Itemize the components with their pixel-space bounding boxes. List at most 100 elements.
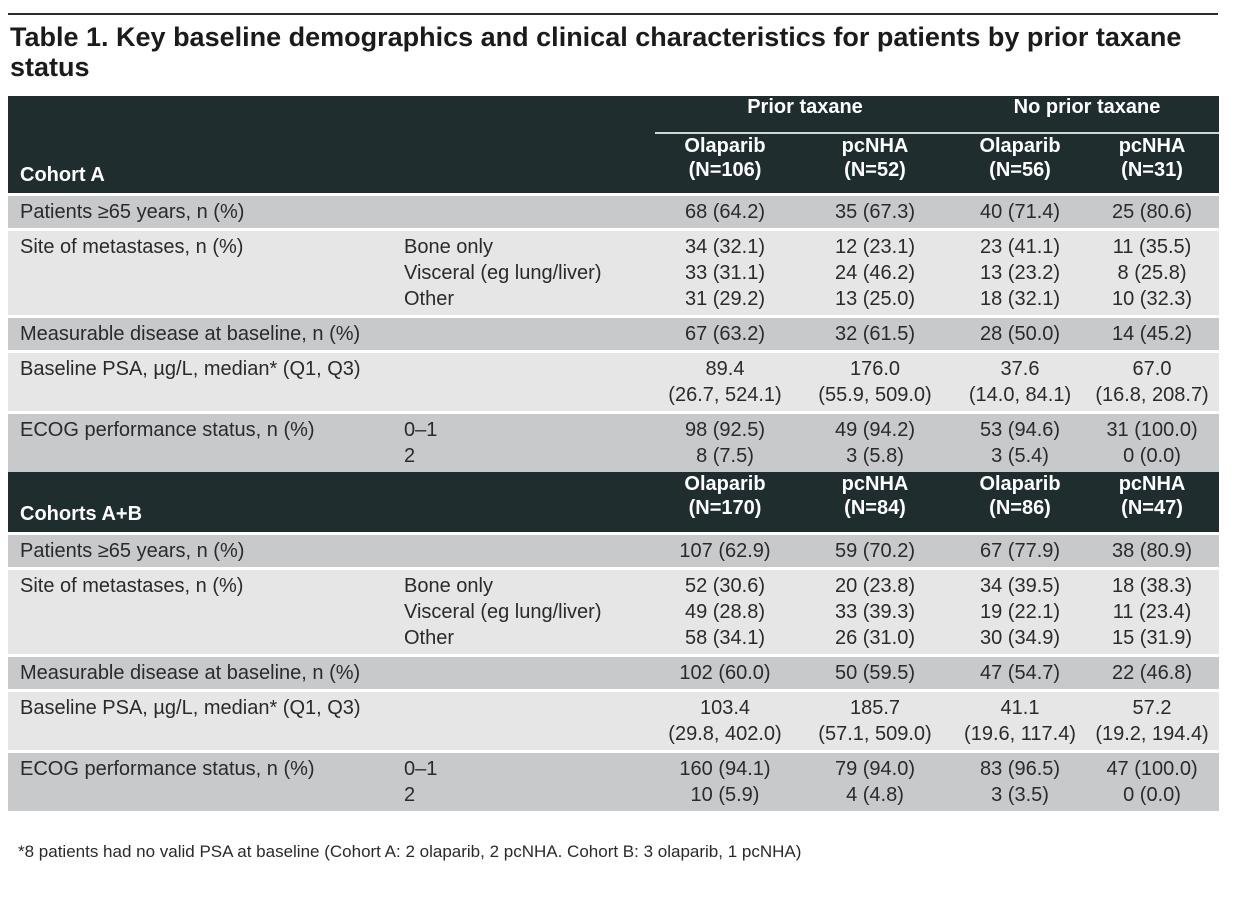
baseline-table: Prior taxane No prior taxane Cohort A Olapa… xyxy=(8,96,1220,811)
value-cell: 40 (71.4) xyxy=(955,193,1086,230)
row-sublabel: 0–1 xyxy=(404,758,438,780)
value-line: 58 (34.1) xyxy=(684,627,766,649)
value-cell: 18 (38.3) 11 (23.4) 15 (31.9) xyxy=(1085,567,1220,656)
top-rule xyxy=(8,13,1218,15)
value-cell: 67 (63.2) xyxy=(655,315,795,352)
value-line: 3 (5.8) xyxy=(846,445,904,467)
value-line: 40 (71.4) xyxy=(979,201,1061,223)
column-header-line: (N=31) xyxy=(1121,159,1183,181)
row-label: Patients ≥65 years, n (%) xyxy=(8,532,401,569)
row-label: Baseline PSA, µg/L, median* (Q1, Q3) xyxy=(8,350,401,413)
row-sublabel xyxy=(404,660,655,686)
value-cell: 49 (94.2) 3 (5.8) xyxy=(795,411,956,472)
value-cell: 67 (77.9) xyxy=(955,532,1086,569)
value-line: 34 (32.1) xyxy=(684,236,766,258)
value-cell: 37.6 (14.0, 84.1) xyxy=(955,350,1086,413)
value-cell: 25 (80.6) xyxy=(1085,193,1220,230)
value-cell: 22 (46.8) xyxy=(1085,654,1220,691)
value-line: 4 (4.8) xyxy=(846,784,904,806)
value-line: 67 (63.2) xyxy=(684,323,766,345)
value-cell: 50 (59.5) xyxy=(795,654,956,691)
column-header-line: pcNHA xyxy=(841,135,909,157)
value-cell: 31 (100.0) 0 (0.0) xyxy=(1085,411,1220,472)
value-line: (19.6, 117.4) xyxy=(964,723,1076,745)
value-line: 0 (0.0) xyxy=(1123,445,1181,467)
row-sublabel xyxy=(404,356,655,382)
value-line: 11 (35.5) xyxy=(1112,236,1192,258)
row-sublabels: 0–1 2 xyxy=(401,750,655,811)
value-cell: 57.2 (19.2, 194.4) xyxy=(1085,689,1220,752)
value-line: 47 (54.7) xyxy=(979,662,1061,684)
value-line: 0 (0.0) xyxy=(1123,784,1181,806)
column-header-line: pcNHA xyxy=(1118,135,1186,157)
value-line: 67 (77.9) xyxy=(979,540,1061,562)
column-header-line: Olaparib xyxy=(979,473,1061,495)
value-line: 8 (7.5) xyxy=(696,445,754,467)
value-line: 31 (100.0) xyxy=(1106,419,1198,441)
value-line: 53 (94.6) xyxy=(979,419,1061,441)
value-line: 59 (70.2) xyxy=(834,540,916,562)
value-line: 41.1 xyxy=(1000,697,1040,719)
row-label: Site of metastases, n (%) xyxy=(8,228,401,317)
value-line: (26.7, 524.1) xyxy=(668,384,782,406)
row-sublabels xyxy=(401,315,655,352)
row-sublabels xyxy=(401,532,655,569)
value-line: 30 (34.9) xyxy=(979,627,1061,649)
row-sublabels xyxy=(401,193,655,230)
value-line: 89.4 xyxy=(705,358,745,380)
value-cell: 185.7 (57.1, 509.0) xyxy=(795,689,956,752)
value-line: 15 (31.9) xyxy=(1111,627,1193,649)
value-line: 160 (94.1) xyxy=(679,758,771,780)
value-cell: 47 (100.0) 0 (0.0) xyxy=(1085,750,1220,811)
column-header: pcNHA (N=31) xyxy=(1085,133,1219,195)
column-header: pcNHA (N=52) xyxy=(795,133,955,195)
value-cell: 68 (64.2) xyxy=(655,193,795,230)
column-header: Olaparib (N=56) xyxy=(955,133,1085,195)
row-sublabels: 0–1 2 xyxy=(401,411,655,472)
cohort-label: Cohort A xyxy=(20,164,105,186)
table-row: Baseline PSA, µg/L, median* (Q1, Q3) 89.… xyxy=(8,350,1220,413)
row-sublabels xyxy=(401,350,655,413)
table-row: Patients ≥65 years, n (%) 107 (62.9) 59 (… xyxy=(8,532,1220,569)
value-line: 49 (94.2) xyxy=(834,419,916,441)
value-line: 18 (32.1) xyxy=(979,288,1061,310)
column-header: Olaparib (N=170) xyxy=(655,472,795,534)
table-row: ECOG performance status, n (%) 0–1 2 160 (9… xyxy=(8,750,1220,811)
value-line: 28 (50.0) xyxy=(979,323,1061,345)
value-line: (14.0, 84.1) xyxy=(968,384,1072,406)
value-cell: 89.4 (26.7, 524.1) xyxy=(655,350,795,413)
value-cell: 47 (54.7) xyxy=(955,654,1086,691)
header-blank xyxy=(401,96,655,133)
value-cell: 67.0 (16.8, 208.7) xyxy=(1085,350,1220,413)
value-line: 31 (29.2) xyxy=(684,288,766,310)
row-sublabel xyxy=(404,321,655,347)
value-line: 102 (60.0) xyxy=(679,662,771,684)
column-header-row: Cohorts A+B Olaparib (N=170) pcNHA (N=84) Ola… xyxy=(8,472,1220,534)
header-blank xyxy=(401,472,655,534)
value-cell: 34 (39.5) 19 (22.1) 30 (34.9) xyxy=(955,567,1086,656)
value-cell: 23 (41.1) 13 (23.2) 18 (32.1) xyxy=(955,228,1086,317)
row-sublabel: Visceral (eg lung/liver) xyxy=(404,262,602,284)
column-header: Olaparib (N=86) xyxy=(955,472,1085,534)
value-line: 32 (61.5) xyxy=(834,323,916,345)
value-line: 13 (23.2) xyxy=(979,262,1061,284)
value-cell: 34 (32.1) 33 (31.1) 31 (29.2) xyxy=(655,228,795,317)
cohort-label: Cohorts A+B xyxy=(20,503,143,525)
value-cell: 52 (30.6) 49 (28.8) 58 (34.1) xyxy=(655,567,795,656)
row-sublabels: Bone only Visceral (eg lung/liver) Other xyxy=(401,228,655,317)
value-line: 83 (96.5) xyxy=(979,758,1061,780)
column-header-line: (N=52) xyxy=(844,159,906,181)
value-line: 14 (45.2) xyxy=(1111,323,1193,345)
table-row: Baseline PSA, µg/L, median* (Q1, Q3) 103… xyxy=(8,689,1220,752)
row-sublabels: Bone only Visceral (eg lung/liver) Other xyxy=(401,567,655,656)
row-label: Measurable disease at baseline, n (%) xyxy=(8,654,401,691)
value-line: 176.0 xyxy=(849,358,901,380)
row-label: Measurable disease at baseline, n (%) xyxy=(8,315,401,352)
row-label: Patients ≥65 years, n (%) xyxy=(8,193,401,230)
value-line: 3 (5.4) xyxy=(991,445,1049,467)
value-cell: 107 (62.9) xyxy=(655,532,795,569)
value-line: 107 (62.9) xyxy=(679,540,771,562)
value-line: 18 (38.3) xyxy=(1111,575,1193,597)
value-cell: 28 (50.0) xyxy=(955,315,1086,352)
row-sublabel: Bone only xyxy=(404,575,493,597)
